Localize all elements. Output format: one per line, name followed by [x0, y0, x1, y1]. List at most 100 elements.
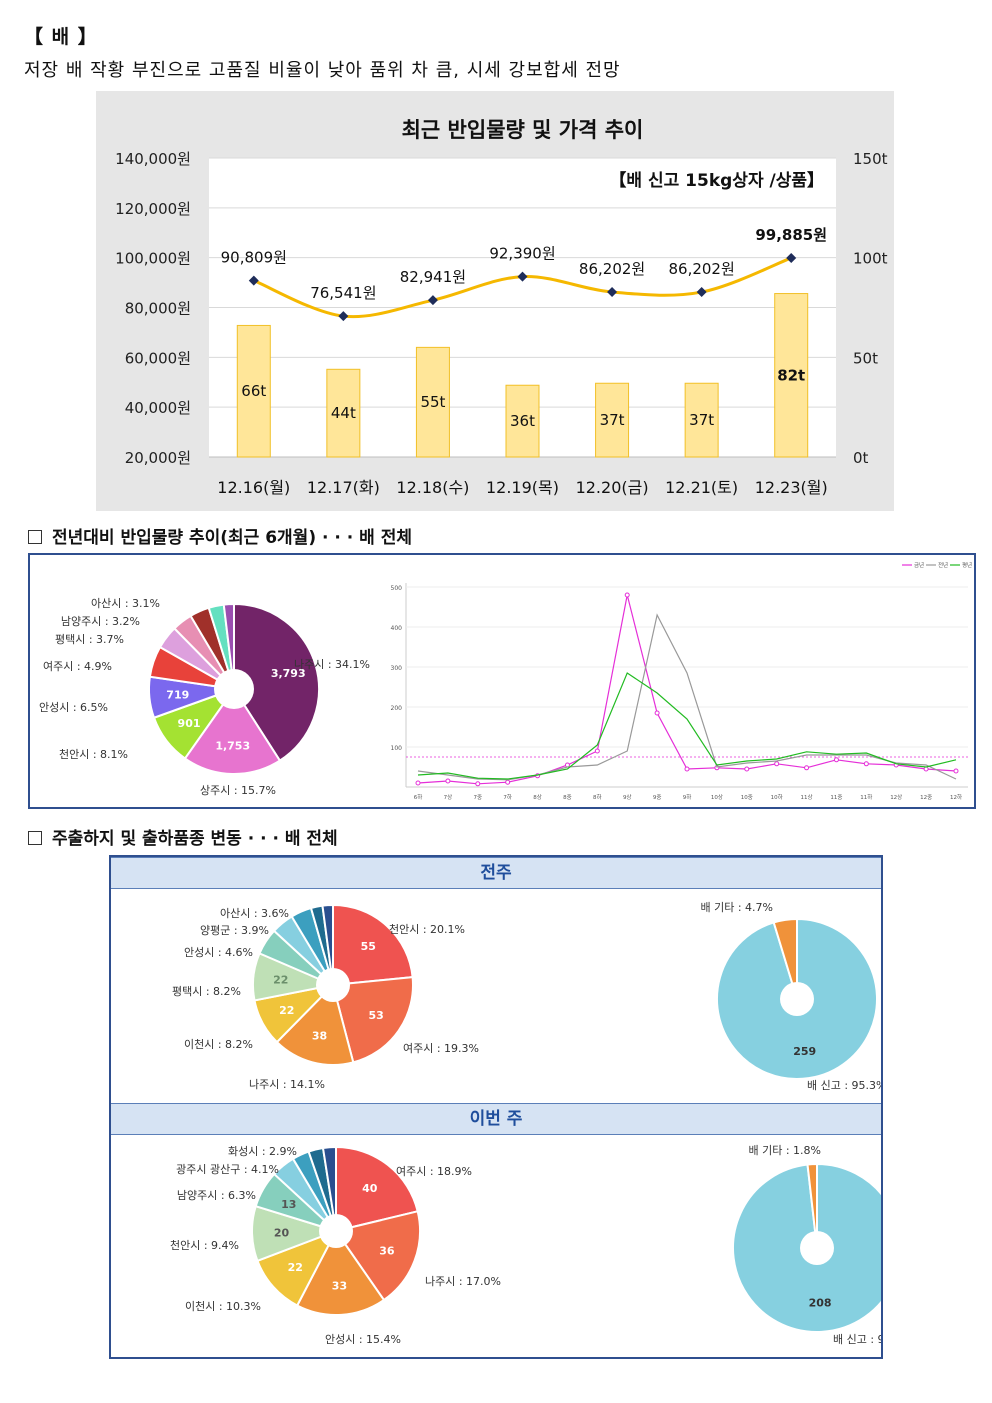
pie-slice-label: 상주시 : 15.7%	[200, 784, 276, 797]
x-tick-label: 6하	[414, 793, 423, 801]
x-tick-label: 9상	[623, 793, 632, 801]
price-label: 99,885원	[755, 226, 827, 244]
volume-bar	[774, 293, 809, 458]
volume-bar-label: 82t	[777, 366, 805, 384]
price-marker	[517, 271, 528, 282]
price-label: 82,941원	[400, 268, 466, 286]
pie-slice-label: 여주시 : 18.9%	[396, 1165, 472, 1178]
x-tick-label: 8중	[563, 794, 572, 801]
pie-slice-label: 평택시 : 8.2%	[172, 985, 241, 998]
pie-slice	[331, 976, 414, 1064]
pie-slice-label: 광주시 광산구 : 4.1%	[176, 1163, 279, 1176]
pie-hole	[319, 1214, 353, 1248]
pie-slice-label: 나주시 : 14.1%	[249, 1078, 325, 1091]
pie-value-label: 20	[274, 1227, 290, 1240]
volume-bar	[326, 368, 361, 458]
pie-value-label: 1,753	[215, 739, 250, 752]
series-point	[654, 710, 660, 716]
x-tick-label: 7상	[444, 793, 453, 801]
series-point	[594, 748, 600, 754]
volume-bar-label: 44t	[331, 404, 356, 422]
volume-bar	[415, 346, 450, 458]
price-marker	[248, 275, 259, 286]
this-week-origin-pie: 40 여주시 : 18.9% 36 나주시 : 17.0% 33 안성시 : 15.4% 2…	[170, 1145, 501, 1346]
pie-slice-label: 아산시 : 3.6%	[220, 907, 289, 920]
pie-slice-label: 남양주시 : 6.3%	[177, 1189, 256, 1202]
x-tick-label: 9중	[653, 794, 662, 801]
price-marker	[696, 287, 707, 298]
pie-hole	[214, 669, 254, 709]
pie-slice-label: 안성시 : 4.6%	[184, 946, 253, 959]
pie-slice-label: 안성시 : 6.5%	[39, 701, 108, 714]
this-week-variety-pie: 208 배 신고 : 98.2% 배 기타 : 1.8%	[732, 1144, 881, 1346]
x-tick-label: 12.16(월)	[217, 478, 290, 497]
series-point	[744, 766, 750, 772]
pie-slice-label: 화성시 : 2.9%	[228, 1145, 297, 1158]
series-point	[684, 766, 690, 772]
pie-value-label: 901	[178, 717, 201, 730]
price-label: 76,541원	[310, 284, 376, 302]
pie-value-label: 22	[273, 973, 288, 986]
price-marker	[607, 287, 618, 298]
y-right-tick: 100t	[853, 250, 888, 268]
prev-week-variety-pie: 259 배 신고 : 95.3% 배 기타 : 4.7%	[700, 901, 881, 1092]
page-subtitle: 저장 배 작황 부진으로 고품질 비율이 낮아 품위 차 큼, 시세 강보합세 …	[24, 60, 621, 81]
pie-slice	[275, 983, 355, 1066]
x-tick-label: 12.21(토)	[665, 478, 738, 497]
volume-bar	[236, 324, 271, 458]
volume-bar-label: 36t	[510, 412, 535, 430]
pie-hole	[780, 982, 814, 1016]
price-label: 90,809원	[221, 249, 287, 267]
pie-value-label: 22	[288, 1261, 303, 1274]
price-label: 92,390원	[489, 245, 555, 263]
pie-slice-label: 나주시 : 34.1%	[294, 658, 370, 671]
page-title: 【 배 】	[24, 26, 98, 48]
y-left-tick: 20,000원	[125, 449, 191, 467]
series-line	[417, 672, 957, 780]
price-volume-panel: 최근 반입물량 및 가격 추이 【배 신고 15kg상자 /상품】 20,000원 4…	[96, 91, 894, 511]
series-point	[774, 761, 780, 767]
x-tick-label: 10중	[741, 794, 753, 801]
legend-label: 전년	[938, 561, 948, 569]
pie-value-label: 259	[793, 1045, 816, 1058]
pie-hole	[316, 968, 350, 1002]
y-tick-label: 100	[391, 745, 403, 752]
pie-slice	[222, 602, 235, 690]
pie-value-label: 33	[332, 1279, 347, 1292]
price-label: 86,202원	[668, 260, 734, 278]
section-origin-heading: 주출하지 및 출하품종 변동 · · · 배 전체	[28, 824, 338, 849]
pie-slice-label: 이천시 : 8.2%	[184, 1037, 253, 1051]
x-tick-label: 8상	[533, 793, 542, 801]
pie-slice-label: 배 신고 : 98.2%	[833, 1333, 881, 1346]
x-tick-label: 12중	[920, 794, 932, 801]
x-tick-label: 12.17(화)	[307, 478, 380, 497]
pie-slice-label: 나주시 : 17.0%	[425, 1275, 501, 1288]
section-yoy-heading: 전년대비 반입물량 추이(최근 6개월) · · · 배 전체	[28, 523, 412, 548]
x-tick-label: 7하	[503, 793, 512, 801]
series-point	[953, 768, 959, 774]
x-tick-label: 10상	[711, 793, 723, 801]
series-point	[863, 761, 869, 767]
y-left-tick: 100,000원	[115, 250, 191, 268]
price-volume-chart: 최근 반입물량 및 가격 추이 【배 신고 15kg상자 /상품】 20,000원 4…	[115, 118, 888, 497]
pie-slice	[772, 917, 798, 1000]
pie-slice	[335, 1145, 419, 1233]
checkbox-icon	[28, 530, 42, 544]
series-line	[417, 613, 957, 781]
y-tick-label: 500	[391, 585, 403, 592]
y-left-tick: 80,000원	[125, 300, 191, 318]
price-marker	[427, 295, 438, 306]
this-week-band: 이번 주	[111, 1103, 881, 1135]
x-tick-label: 12하	[950, 793, 962, 801]
series-point	[624, 592, 630, 598]
volume-bar	[595, 382, 630, 458]
x-tick-label: 11상	[801, 793, 813, 801]
pie-slice-label: 평택시 : 3.7%	[55, 633, 124, 646]
pie-hole	[800, 1231, 834, 1265]
pie-slice	[334, 1210, 421, 1302]
legend-label: 평년	[962, 561, 972, 569]
series-point	[804, 765, 810, 771]
pie-slice	[332, 903, 414, 987]
series-line	[417, 594, 957, 785]
